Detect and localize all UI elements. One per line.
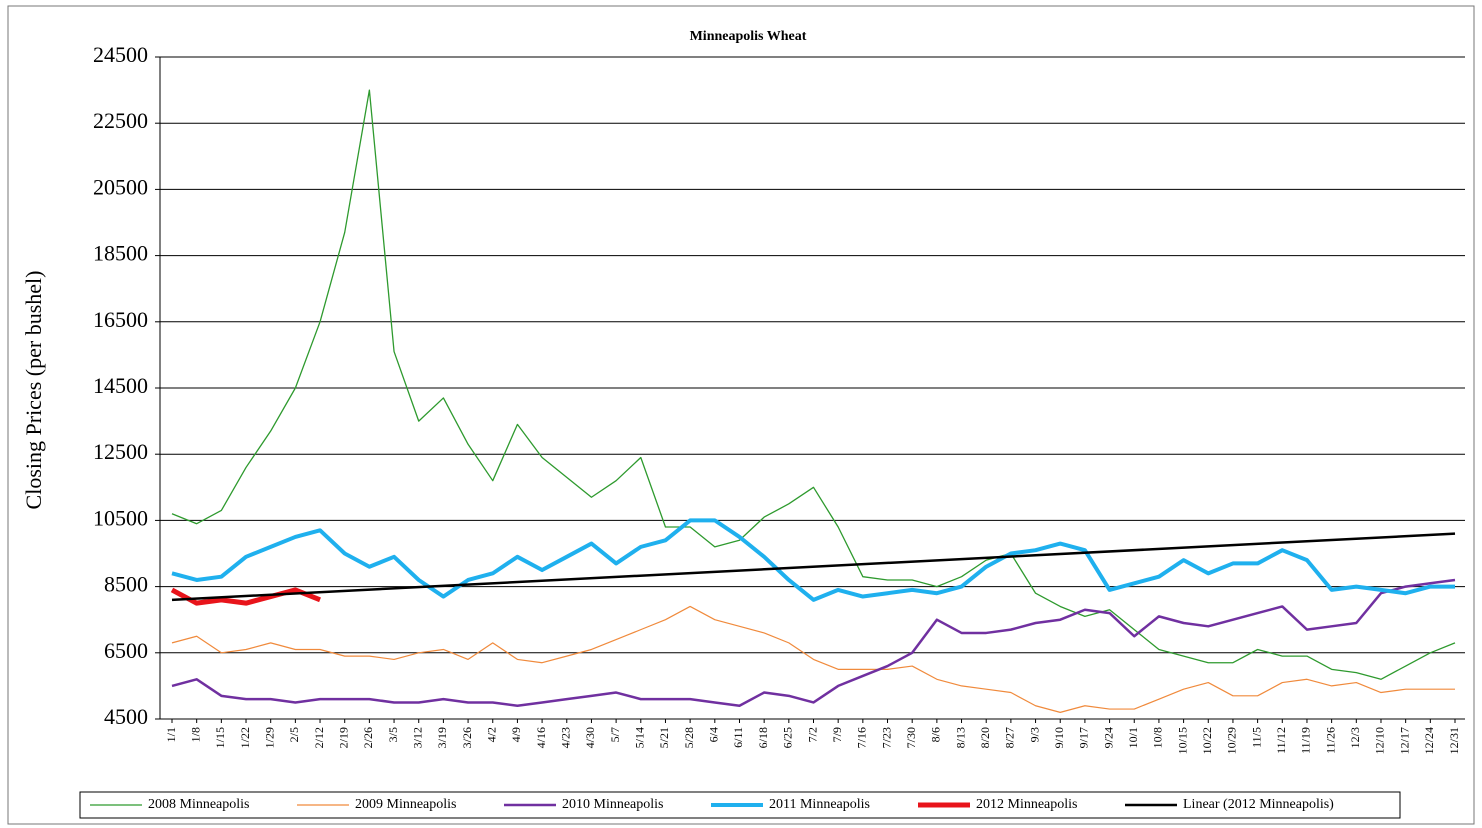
x-tick-label: 10/1 [1126, 727, 1140, 748]
x-tick-label: 6/11 [731, 727, 745, 748]
y-tick-label: 18500 [93, 241, 148, 266]
x-tick-label: 2/26 [361, 727, 375, 748]
x-tick-label: 12/17 [1397, 727, 1411, 754]
y-tick-label: 24500 [93, 42, 148, 67]
x-tick-label: 8/13 [953, 727, 967, 748]
x-tick-label: 12/31 [1447, 727, 1461, 754]
x-tick-label: 2/19 [336, 727, 350, 748]
x-tick-label: 1/22 [238, 727, 252, 748]
legend-label: 2012 Minneapolis [976, 797, 1078, 812]
y-axis-label: Closing Prices (per bushel) [21, 271, 46, 510]
x-tick-label: 3/5 [386, 727, 400, 742]
x-tick-label: 9/3 [1027, 727, 1041, 742]
legend-label: 2009 Minneapolis [355, 797, 457, 812]
y-tick-label: 16500 [93, 307, 148, 332]
chart-frame [7, 5, 1475, 825]
x-tick-label: 7/2 [805, 727, 819, 742]
y-tick-label: 6500 [104, 638, 148, 663]
x-tick-label: 3/26 [460, 727, 474, 748]
x-tick-label: 3/19 [435, 727, 449, 748]
x-tick-label: 11/12 [1274, 727, 1288, 754]
legend-label: 2010 Minneapolis [562, 797, 664, 812]
x-tick-label: 7/9 [830, 727, 844, 742]
x-tick-label: 8/6 [929, 727, 943, 742]
x-tick-label: 6/18 [756, 727, 770, 748]
trend-line [171, 532, 1456, 602]
x-tick-label: 2/5 [287, 727, 301, 742]
legend-label: Linear (2012 Minneapolis) [1183, 797, 1334, 812]
x-tick-label: 4/23 [559, 727, 573, 748]
y-tick-label: 4500 [104, 704, 148, 729]
x-tick-label: 8/20 [978, 727, 992, 748]
y-tick-label: 12500 [93, 439, 148, 464]
x-tick-label: 11/26 [1323, 727, 1337, 754]
legend-label: 2011 Minneapolis [769, 797, 870, 812]
x-tick-label: 12/3 [1348, 727, 1362, 748]
x-tick-label: 10/22 [1200, 727, 1214, 754]
x-tick-label: 1/1 [164, 727, 178, 742]
x-tick-label: 5/21 [657, 727, 671, 748]
x-tick-label: 7/16 [855, 727, 869, 748]
x-tick-label: 6/4 [707, 727, 721, 742]
legend-label: 2008 Minneapolis [148, 797, 250, 812]
x-tick-label: 4/30 [583, 727, 597, 748]
series-line [171, 518, 1455, 602]
x-tick-label: 5/7 [608, 727, 622, 742]
x-tick-label: 4/2 [485, 727, 499, 742]
y-tick-label: 8500 [104, 572, 148, 597]
x-tick-label: 9/24 [1101, 727, 1115, 748]
x-tick-label: 7/23 [879, 727, 893, 748]
series-line [171, 578, 1456, 708]
x-tick-label: 1/8 [188, 727, 202, 742]
x-tick-label: 9/10 [1052, 727, 1066, 748]
x-tick-label: 12/24 [1422, 727, 1436, 754]
chart-title: Minneapolis Wheat [690, 29, 807, 44]
x-tick-label: 2/12 [312, 727, 326, 748]
x-tick-label: 5/14 [633, 727, 647, 748]
x-tick-label: 8/27 [1003, 727, 1017, 748]
x-tick-label: 3/12 [410, 727, 424, 748]
y-tick-label: 10500 [93, 505, 148, 530]
x-tick-label: 7/30 [904, 727, 918, 748]
x-tick-label: 6/25 [781, 727, 795, 748]
x-tick-label: 1/29 [262, 727, 276, 748]
series-line [170, 587, 321, 606]
series-line [171, 89, 1456, 680]
x-tick-label: 10/29 [1225, 727, 1239, 754]
x-tick-label: 9/17 [1077, 727, 1091, 748]
x-tick-label: 10/15 [1175, 727, 1189, 754]
x-tick-label: 11/19 [1299, 727, 1313, 754]
series-line [171, 605, 1455, 713]
x-tick-label: 5/28 [682, 727, 696, 748]
x-tick-label: 10/8 [1151, 727, 1165, 748]
x-tick-label: 11/5 [1249, 727, 1263, 748]
y-tick-label: 22500 [93, 108, 148, 133]
y-tick-label: 14500 [93, 373, 148, 398]
x-tick-label: 12/10 [1373, 727, 1387, 754]
x-tick-label: 1/15 [213, 727, 227, 748]
x-tick-label: 4/16 [534, 727, 548, 748]
y-tick-label: 20500 [93, 174, 148, 199]
x-tick-label: 4/9 [509, 727, 523, 742]
